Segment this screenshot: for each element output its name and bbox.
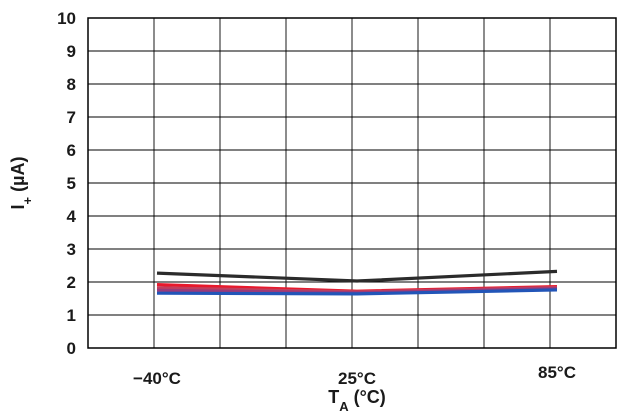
- y-tick-label: 5: [67, 174, 76, 193]
- y-tick-labels: 0 1 2 3 4 5 6 7 8 9 10: [57, 9, 76, 358]
- y-tick-label: 4: [67, 207, 77, 226]
- y-tick-label: 2: [67, 273, 76, 292]
- series-line-5: [156, 288, 558, 296]
- series-line-1: [156, 269, 558, 283]
- x-axis-title: TA (°C): [328, 387, 386, 414]
- y-axis-title-suffix: (µA): [8, 157, 28, 197]
- x-tick-label: 25°C: [338, 369, 376, 388]
- y-axis-title: I+ (µA): [8, 157, 35, 210]
- x-tick-labels: −40°C 25°C 85°C: [133, 363, 576, 388]
- x-axis-title-suffix: (°C): [349, 387, 386, 407]
- y-tick-label: 1: [67, 306, 76, 325]
- y-tick-label: 0: [67, 339, 76, 358]
- y-axis-title-sub: +: [20, 196, 35, 204]
- y-tick-label: 3: [67, 240, 76, 259]
- grid: [88, 18, 616, 348]
- x-axis-title-main: T: [328, 387, 339, 407]
- x-tick-label: −40°C: [133, 369, 181, 388]
- plot-frame: [87, 17, 617, 349]
- series-layer: [156, 269, 558, 296]
- x-axis-title-sub: A: [339, 399, 349, 414]
- y-tick-label: 8: [67, 75, 76, 94]
- y-tick-label: 9: [67, 42, 76, 61]
- y-tick-label: 7: [67, 108, 76, 127]
- y-tick-label: 10: [57, 9, 76, 28]
- x-tick-label: 85°C: [538, 363, 576, 382]
- y-axis-title-main: I: [8, 204, 28, 209]
- y-tick-label: 6: [67, 141, 76, 160]
